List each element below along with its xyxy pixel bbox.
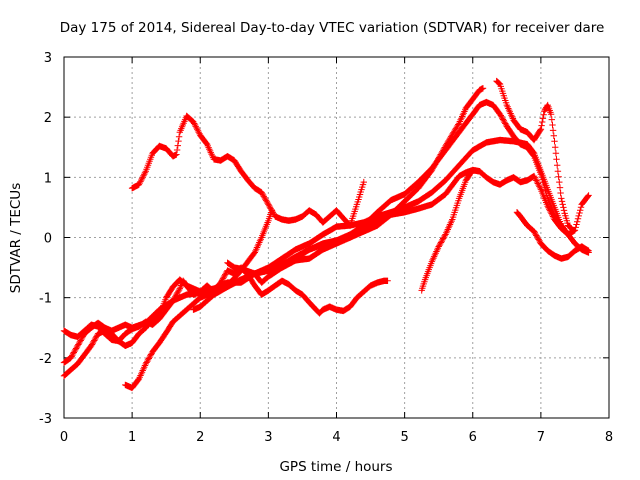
x-tick-label: 8 [605, 430, 613, 445]
series-markers [224, 85, 487, 286]
series-markers [60, 166, 592, 380]
series-markers [493, 77, 575, 232]
series-markers [513, 209, 592, 262]
y-tick-label: 3 [44, 51, 52, 66]
x-tick-label: 4 [332, 430, 340, 445]
series-track-g [224, 85, 487, 286]
x-tick-label: 1 [128, 430, 136, 445]
y-tick-label: -2 [39, 352, 52, 367]
series-markers [418, 166, 483, 294]
y-tick-labels: -3 -2 -1 0 1 2 3 [39, 51, 52, 427]
axis-ticks [63, 56, 610, 419]
series-track-j [513, 209, 592, 262]
x-tick-label: 6 [469, 430, 477, 445]
x-tick-labels: 0 1 2 3 4 5 6 7 8 [60, 430, 613, 445]
x-tick-label: 2 [196, 430, 204, 445]
series-track-d [60, 166, 592, 380]
y-tick-label: -1 [39, 292, 52, 307]
y-axis-label: SDTVAR / TECUs [8, 183, 24, 293]
y-tick-label: -3 [39, 412, 52, 427]
y-tick-label: 0 [44, 232, 52, 247]
chart-title: Day 175 of 2014, Sidereal Day-to-day VTE… [60, 20, 605, 36]
series-markers [190, 136, 572, 313]
data-series [60, 77, 592, 392]
series-track-i [493, 77, 575, 232]
x-tick-label: 5 [400, 430, 408, 445]
series-track-h [418, 166, 483, 294]
series-track-f [190, 136, 572, 313]
x-axis-label: GPS time / hours [279, 459, 392, 475]
y-tick-label: 1 [44, 171, 52, 186]
x-tick-label: 3 [264, 430, 272, 445]
series-markers [128, 112, 367, 229]
x-tick-label: 0 [60, 430, 68, 445]
x-tick-label: 7 [537, 430, 545, 445]
series-track-b [128, 112, 367, 229]
y-tick-label: 2 [44, 111, 52, 126]
